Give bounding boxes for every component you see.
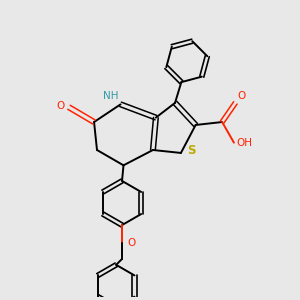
Text: O: O — [56, 101, 64, 111]
Text: O: O — [238, 92, 246, 101]
Text: S: S — [188, 144, 196, 157]
Text: OH: OH — [236, 138, 252, 148]
Text: O: O — [127, 238, 136, 248]
Text: NH: NH — [103, 91, 118, 101]
